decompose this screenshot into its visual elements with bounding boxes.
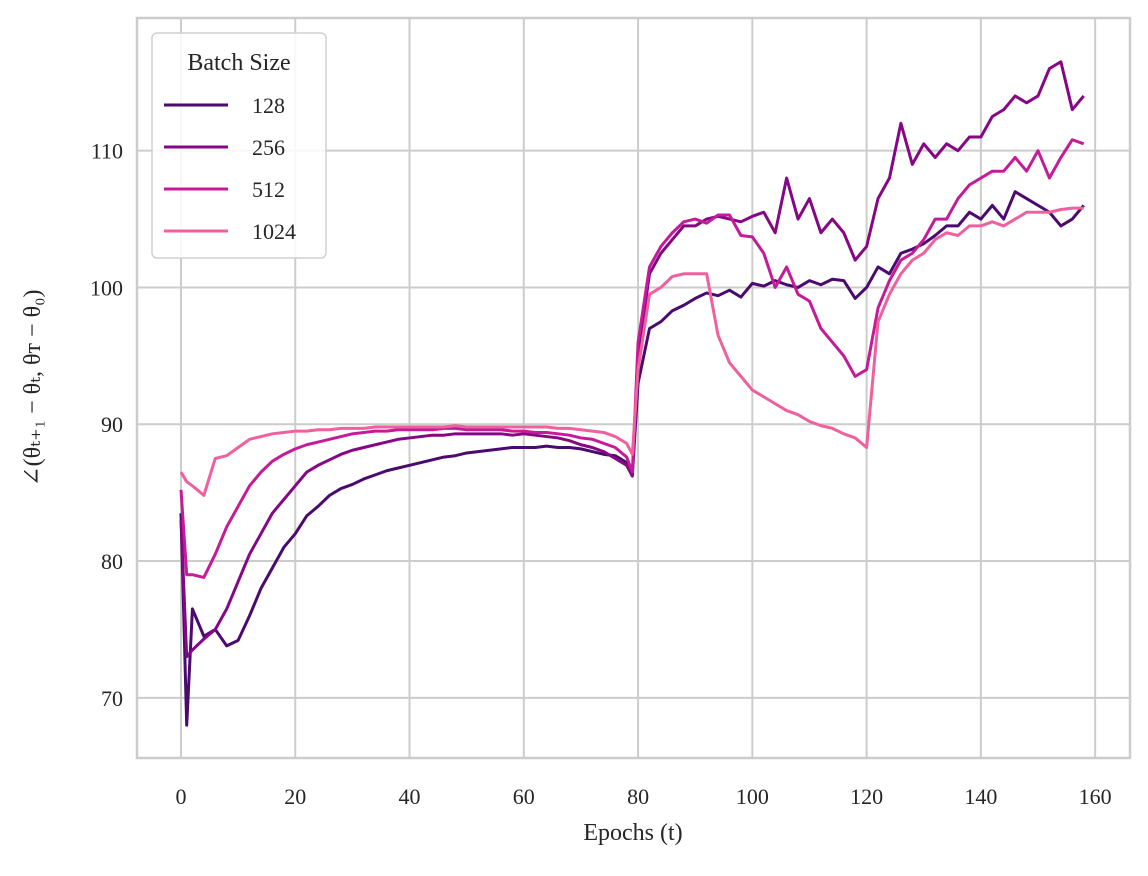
x-tick-label: 60: [513, 784, 535, 809]
x-tick-label: 100: [736, 784, 769, 809]
line-series: [179, 206, 1084, 497]
x-axis-label: Epochs (t): [583, 820, 682, 846]
legend-box: [151, 32, 327, 259]
x-tick-label: 0: [175, 784, 186, 809]
x-tick-label: 20: [284, 784, 306, 809]
legend-title: Batch Size: [187, 50, 290, 76]
legend-label: 256: [252, 135, 285, 160]
x-tick-label: 40: [399, 784, 421, 809]
x-tick-label: 160: [1079, 784, 1112, 809]
y-tick-label: 110: [91, 139, 123, 164]
y-axis-label: ∠(θₜ₊₁ − θₜ, θᴛ − θ₀): [20, 290, 46, 487]
line-series: [179, 138, 1085, 579]
legend-label: 512: [252, 177, 285, 202]
legend-label: 128: [252, 93, 285, 118]
y-tick-label: 70: [101, 686, 123, 711]
plot-frame: [135, 16, 1132, 760]
y-tick-label: 100: [90, 275, 123, 300]
y-tick-label: 80: [101, 549, 123, 574]
legend: Batch Size 128 256 512 1024: [151, 32, 327, 259]
legend-label: 1024: [252, 219, 296, 244]
y-tick-label: 90: [101, 412, 123, 437]
x-tick-label: 120: [850, 784, 883, 809]
x-tick-label: 80: [627, 784, 649, 809]
x-tick-label: 140: [964, 784, 997, 809]
line-series: [179, 60, 1085, 659]
